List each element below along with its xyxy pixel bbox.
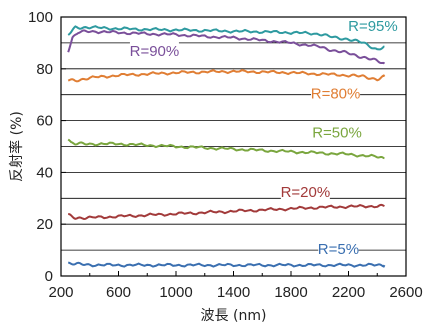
y-axis-title: 反射率 (%) — [8, 111, 25, 182]
series-lines — [67, 25, 386, 268]
series-line-R=80% — [67, 69, 386, 83]
x-tick-label: 1000 — [159, 284, 192, 301]
series-label-R=20%: R=20% — [281, 184, 331, 201]
series-label-bg — [348, 17, 398, 36]
series-label-R=95%: R=95% — [348, 18, 398, 35]
x-tick-label: 2200 — [332, 284, 365, 301]
series-line-R=90% — [67, 29, 386, 65]
x-tick-label: 1800 — [274, 284, 307, 301]
x-axis-title: 波長 (nm) — [201, 308, 267, 324]
x-tick-label: 1400 — [217, 284, 250, 301]
y-tick-label: 40 — [36, 164, 53, 181]
axis-ticks: 200 600 1000 1400 1800 2200 2600 0 20 40 60 80 100 — [28, 9, 423, 301]
series-labels: R=95% R=90% R=80% R=50% R=20% R=5% — [130, 17, 398, 258]
series-line-R=50% — [67, 138, 385, 160]
series-label-R=50%: R=50% — [312, 124, 362, 141]
series-label-bg — [280, 182, 330, 201]
x-tick-label: 200 — [48, 284, 73, 301]
y-tick-label: 0 — [45, 268, 53, 285]
y-tick-label: 60 — [36, 113, 53, 130]
series-label-R=5%: R=5% — [318, 241, 359, 258]
series-label-bg — [318, 239, 359, 258]
series-line-R=95% — [67, 25, 385, 51]
series-line-R=20% — [68, 203, 385, 221]
series-label-R=90%: R=90% — [130, 43, 180, 60]
x-tick-label: 600 — [106, 284, 131, 301]
series-line-R=5% — [68, 261, 386, 268]
series-label-R=80%: R=80% — [311, 85, 361, 102]
y-tick-label: 80 — [36, 61, 53, 78]
series-label-bg — [311, 84, 361, 103]
y-tick-label: 100 — [28, 9, 53, 26]
series-label-bg — [129, 42, 179, 61]
series-label-bg — [312, 123, 362, 142]
x-tick-label: 2600 — [389, 284, 422, 301]
grid-lines — [61, 42, 406, 251]
y-tick-label: 20 — [36, 216, 53, 233]
